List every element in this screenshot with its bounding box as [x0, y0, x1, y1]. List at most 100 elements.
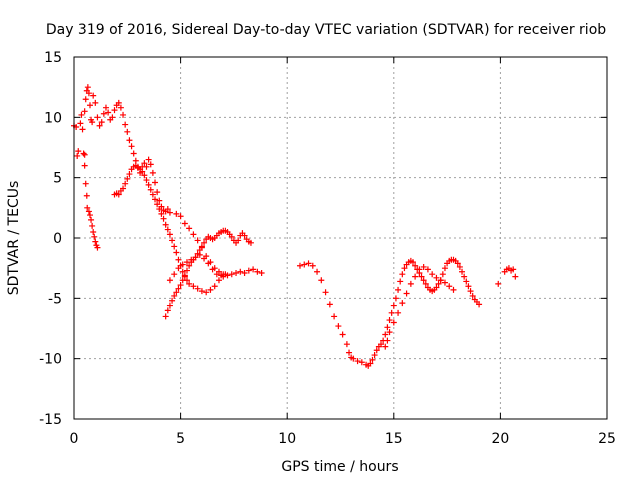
data-point: [318, 277, 325, 284]
data-point: [401, 265, 408, 272]
data-point: [211, 283, 218, 290]
data-point: [420, 263, 427, 270]
data-point: [201, 255, 208, 262]
data-point: [463, 278, 470, 285]
data-point: [495, 280, 502, 287]
data-point: [395, 309, 402, 316]
data-point: [179, 268, 186, 275]
data-point: [92, 99, 99, 106]
data-series: [111, 162, 227, 296]
data-point: [192, 254, 199, 261]
x-tick-label: 20: [491, 431, 509, 447]
data-point: [424, 266, 431, 273]
data-point: [228, 271, 235, 278]
data-point: [84, 204, 91, 211]
data-point: [154, 189, 161, 196]
data-point: [207, 286, 214, 293]
y-axis-label: SDTVAR / TECUs: [6, 181, 22, 296]
data-point: [89, 222, 96, 229]
data-point: [154, 201, 161, 208]
data-series: [162, 227, 254, 320]
data-point: [173, 289, 180, 296]
data-point: [201, 239, 208, 246]
data-point: [476, 301, 483, 308]
data-point: [91, 233, 98, 240]
data-series: [71, 84, 101, 251]
data-point: [314, 268, 321, 275]
data-point: [190, 283, 197, 290]
data-point: [412, 262, 419, 269]
data-point: [94, 244, 101, 251]
data-point: [177, 213, 184, 220]
data-point: [450, 286, 457, 293]
data-point: [186, 262, 193, 269]
data-point: [296, 262, 303, 269]
grid-layer: [74, 57, 607, 419]
data-point: [390, 302, 397, 309]
data-point: [409, 259, 416, 266]
data-point: [437, 277, 444, 284]
data-point: [143, 177, 150, 184]
data-point: [183, 259, 190, 266]
data-point: [241, 232, 248, 239]
data-point: [467, 288, 474, 295]
data-point: [203, 289, 210, 296]
data-point: [84, 84, 91, 91]
data-point: [164, 226, 171, 233]
data-point: [309, 262, 316, 269]
data-point: [454, 260, 461, 267]
data-point: [173, 210, 180, 217]
data-point: [166, 231, 173, 238]
y-tick-label: -15: [39, 412, 62, 428]
data-point: [90, 92, 97, 99]
x-tick-label: 25: [598, 431, 616, 447]
data-point: [169, 297, 176, 304]
data-point: [416, 266, 423, 273]
data-point: [384, 337, 391, 344]
data-point: [209, 266, 216, 273]
data-point: [429, 271, 436, 278]
data-point: [441, 265, 448, 272]
data-point: [86, 102, 93, 109]
data-point: [305, 260, 312, 267]
data-point: [177, 282, 184, 289]
data-point: [433, 284, 440, 291]
data-series: [166, 251, 229, 284]
data-point: [456, 263, 463, 270]
data-point: [510, 266, 517, 273]
data-point: [171, 243, 178, 250]
data-point: [171, 271, 178, 278]
data-point: [420, 277, 427, 284]
data-point: [89, 119, 96, 126]
data-point: [122, 180, 129, 187]
data-point: [166, 302, 173, 309]
chart-title: Day 319 of 2016, Sidereal Day-to-day VTE…: [46, 22, 606, 38]
data-point: [422, 280, 429, 287]
data-point: [160, 215, 167, 222]
data-point: [250, 266, 257, 273]
data-point: [147, 161, 154, 168]
data-point: [143, 163, 150, 170]
data-point: [245, 267, 252, 274]
data-point: [390, 319, 397, 326]
y-tick-label: -5: [48, 291, 62, 307]
data-point: [115, 99, 122, 106]
data-point: [392, 295, 399, 302]
y-tick-label: 15: [44, 50, 62, 66]
data-point: [196, 251, 203, 258]
y-tick-label: 5: [53, 171, 62, 187]
data-point: [164, 307, 171, 314]
data-point: [222, 271, 229, 278]
data-point: [247, 239, 254, 246]
data-point: [512, 273, 519, 280]
data-point: [188, 256, 195, 263]
data-point: [386, 317, 393, 324]
data-point: [77, 120, 84, 127]
data-point: [194, 237, 201, 244]
data-point: [152, 196, 159, 203]
data-point: [149, 169, 156, 176]
data-point: [194, 285, 201, 292]
data-point: [82, 96, 89, 103]
data-point: [384, 324, 391, 331]
